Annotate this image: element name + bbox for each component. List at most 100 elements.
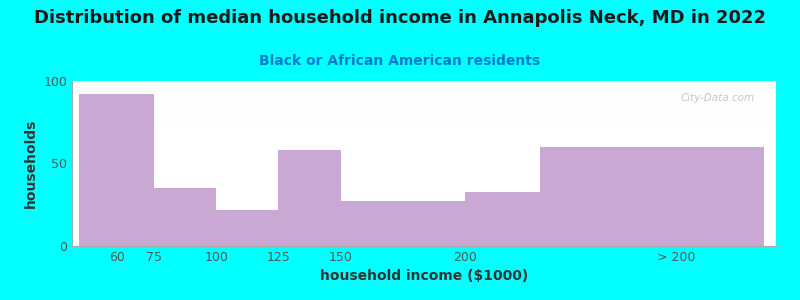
Bar: [72, 100, 776, 101]
Bar: [72, 228, 776, 229]
Bar: [216, 210, 278, 246]
Bar: [154, 188, 216, 246]
Bar: [72, 197, 776, 198]
Bar: [72, 211, 776, 212]
Bar: [72, 149, 776, 150]
Bar: [72, 120, 776, 121]
Bar: [72, 231, 776, 232]
Y-axis label: households: households: [24, 119, 38, 208]
Bar: [72, 210, 776, 211]
Bar: [72, 218, 776, 219]
Bar: [72, 240, 776, 241]
Bar: [72, 239, 776, 240]
Bar: [72, 217, 776, 218]
Bar: [72, 147, 776, 148]
Bar: [72, 225, 776, 226]
Bar: [72, 222, 776, 223]
Bar: [72, 112, 776, 113]
Bar: [72, 188, 776, 189]
Bar: [72, 179, 776, 180]
Bar: [341, 202, 465, 246]
Bar: [72, 122, 776, 123]
Bar: [72, 121, 776, 122]
Bar: [72, 124, 776, 125]
Bar: [72, 101, 776, 102]
Bar: [72, 162, 776, 163]
Bar: [72, 83, 776, 84]
Bar: [72, 99, 776, 100]
Bar: [540, 147, 763, 246]
Bar: [72, 236, 776, 237]
Bar: [72, 137, 776, 138]
Bar: [278, 150, 341, 246]
Bar: [72, 226, 776, 227]
Bar: [72, 212, 776, 213]
Bar: [72, 117, 776, 118]
Bar: [72, 221, 776, 222]
Bar: [72, 138, 776, 139]
Bar: [72, 131, 776, 132]
Bar: [72, 144, 776, 145]
Bar: [72, 165, 776, 166]
Bar: [72, 95, 776, 96]
Bar: [72, 213, 776, 214]
Bar: [72, 151, 776, 152]
Bar: [72, 170, 776, 171]
Text: Distribution of median household income in Annapolis Neck, MD in 2022: Distribution of median household income …: [34, 9, 766, 27]
Bar: [72, 92, 776, 93]
Bar: [72, 196, 776, 197]
Bar: [72, 157, 776, 158]
Bar: [72, 203, 776, 204]
Text: Black or African American residents: Black or African American residents: [259, 54, 541, 68]
Bar: [72, 98, 776, 99]
Bar: [72, 109, 776, 110]
Bar: [72, 205, 776, 206]
Bar: [72, 243, 776, 244]
Bar: [72, 216, 776, 217]
Bar: [72, 160, 776, 161]
Bar: [72, 230, 776, 231]
Bar: [72, 195, 776, 196]
Bar: [72, 168, 776, 169]
Bar: [72, 190, 776, 191]
Bar: [72, 227, 776, 228]
Bar: [72, 187, 776, 188]
Bar: [72, 148, 776, 149]
Bar: [72, 234, 776, 235]
Bar: [72, 82, 776, 83]
Bar: [72, 201, 776, 202]
Bar: [72, 156, 776, 157]
Bar: [72, 191, 776, 192]
Bar: [72, 91, 776, 92]
Bar: [72, 177, 776, 178]
Bar: [72, 81, 776, 82]
Bar: [72, 185, 776, 186]
Bar: [72, 153, 776, 154]
Bar: [72, 214, 776, 215]
Bar: [72, 94, 776, 95]
Bar: [72, 140, 776, 141]
Bar: [72, 102, 776, 103]
Bar: [465, 191, 540, 246]
Bar: [72, 105, 776, 106]
Bar: [72, 237, 776, 238]
Bar: [72, 103, 776, 104]
Bar: [72, 198, 776, 199]
Bar: [72, 167, 776, 168]
Bar: [72, 107, 776, 108]
Bar: [72, 161, 776, 162]
Bar: [72, 108, 776, 109]
Bar: [72, 176, 776, 177]
Bar: [72, 189, 776, 190]
Bar: [72, 202, 776, 203]
Bar: [72, 104, 776, 105]
Bar: [72, 132, 776, 133]
Bar: [72, 150, 776, 151]
Bar: [72, 219, 776, 220]
Bar: [72, 181, 776, 182]
Bar: [79, 94, 154, 246]
Bar: [72, 223, 776, 224]
Bar: [72, 204, 776, 205]
Bar: [72, 242, 776, 243]
Bar: [72, 182, 776, 183]
